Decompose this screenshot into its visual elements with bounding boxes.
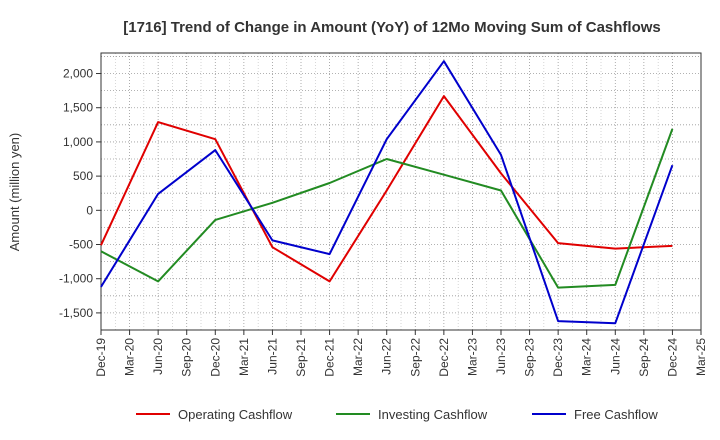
x-tick-label: Mar-24 bbox=[580, 338, 594, 376]
x-tick-label: Dec-21 bbox=[323, 338, 337, 377]
y-axis-ticks: -1,500 -1,000 -500 0 500 1,000 1,500 2,000 bbox=[59, 67, 101, 320]
y-tick-label: 500 bbox=[73, 169, 93, 183]
x-axis-ticks: Dec-19 Mar-20 Jun-20 Sep-20 Dec-20 Mar-21 Jun-… bbox=[94, 330, 708, 377]
x-tick-label: Mar-22 bbox=[351, 338, 365, 376]
x-tick-label: Sep-23 bbox=[523, 338, 537, 377]
x-tick-label: Dec-24 bbox=[665, 338, 679, 377]
x-tick-label: Dec-19 bbox=[94, 338, 108, 377]
y-tick-label: 1,500 bbox=[63, 101, 93, 115]
x-tick-label: Sep-22 bbox=[408, 338, 422, 377]
legend-label: Free Cashflow bbox=[574, 407, 658, 422]
x-tick-label: Sep-20 bbox=[180, 338, 194, 377]
chart-title: [1716] Trend of Change in Amount (YoY) o… bbox=[123, 19, 661, 36]
x-tick-label: Jun-22 bbox=[380, 338, 394, 375]
legend-label: Operating Cashflow bbox=[178, 407, 293, 422]
x-tick-label: Mar-21 bbox=[237, 338, 251, 376]
y-axis-label: Amount (million yen) bbox=[7, 133, 22, 252]
x-tick-label: Dec-20 bbox=[208, 338, 222, 377]
y-tick-label: 0 bbox=[86, 203, 93, 217]
series-lines bbox=[100, 60, 674, 325]
y-tick-label: -1,000 bbox=[59, 272, 93, 286]
y-tick-label: 2,000 bbox=[63, 67, 93, 81]
x-tick-label: Jun-20 bbox=[151, 338, 165, 375]
series-line-1 bbox=[100, 128, 674, 289]
x-tick-label: Jun-24 bbox=[608, 338, 622, 375]
legend: Operating Cashflow Investing Cashflow Free… bbox=[136, 407, 658, 422]
x-tick-label: Jun-21 bbox=[265, 338, 279, 375]
grid-lines bbox=[101, 53, 701, 330]
x-tick-label: Dec-23 bbox=[551, 338, 565, 377]
plot-area bbox=[100, 52, 702, 331]
x-tick-label: Mar-25 bbox=[694, 338, 708, 376]
x-tick-label: Sep-21 bbox=[294, 338, 308, 377]
y-tick-label: -500 bbox=[69, 238, 93, 252]
series-line-2 bbox=[100, 60, 674, 325]
x-tick-label: Sep-24 bbox=[637, 338, 651, 377]
y-tick-label: -1,500 bbox=[59, 306, 93, 320]
y-tick-label: 1,000 bbox=[63, 135, 93, 149]
x-tick-label: Mar-23 bbox=[465, 338, 479, 376]
x-tick-label: Mar-20 bbox=[123, 338, 137, 376]
series-line-0 bbox=[100, 95, 673, 283]
x-tick-label: Dec-22 bbox=[437, 338, 451, 377]
legend-label: Investing Cashflow bbox=[378, 407, 488, 422]
x-tick-label: Jun-23 bbox=[494, 338, 508, 375]
